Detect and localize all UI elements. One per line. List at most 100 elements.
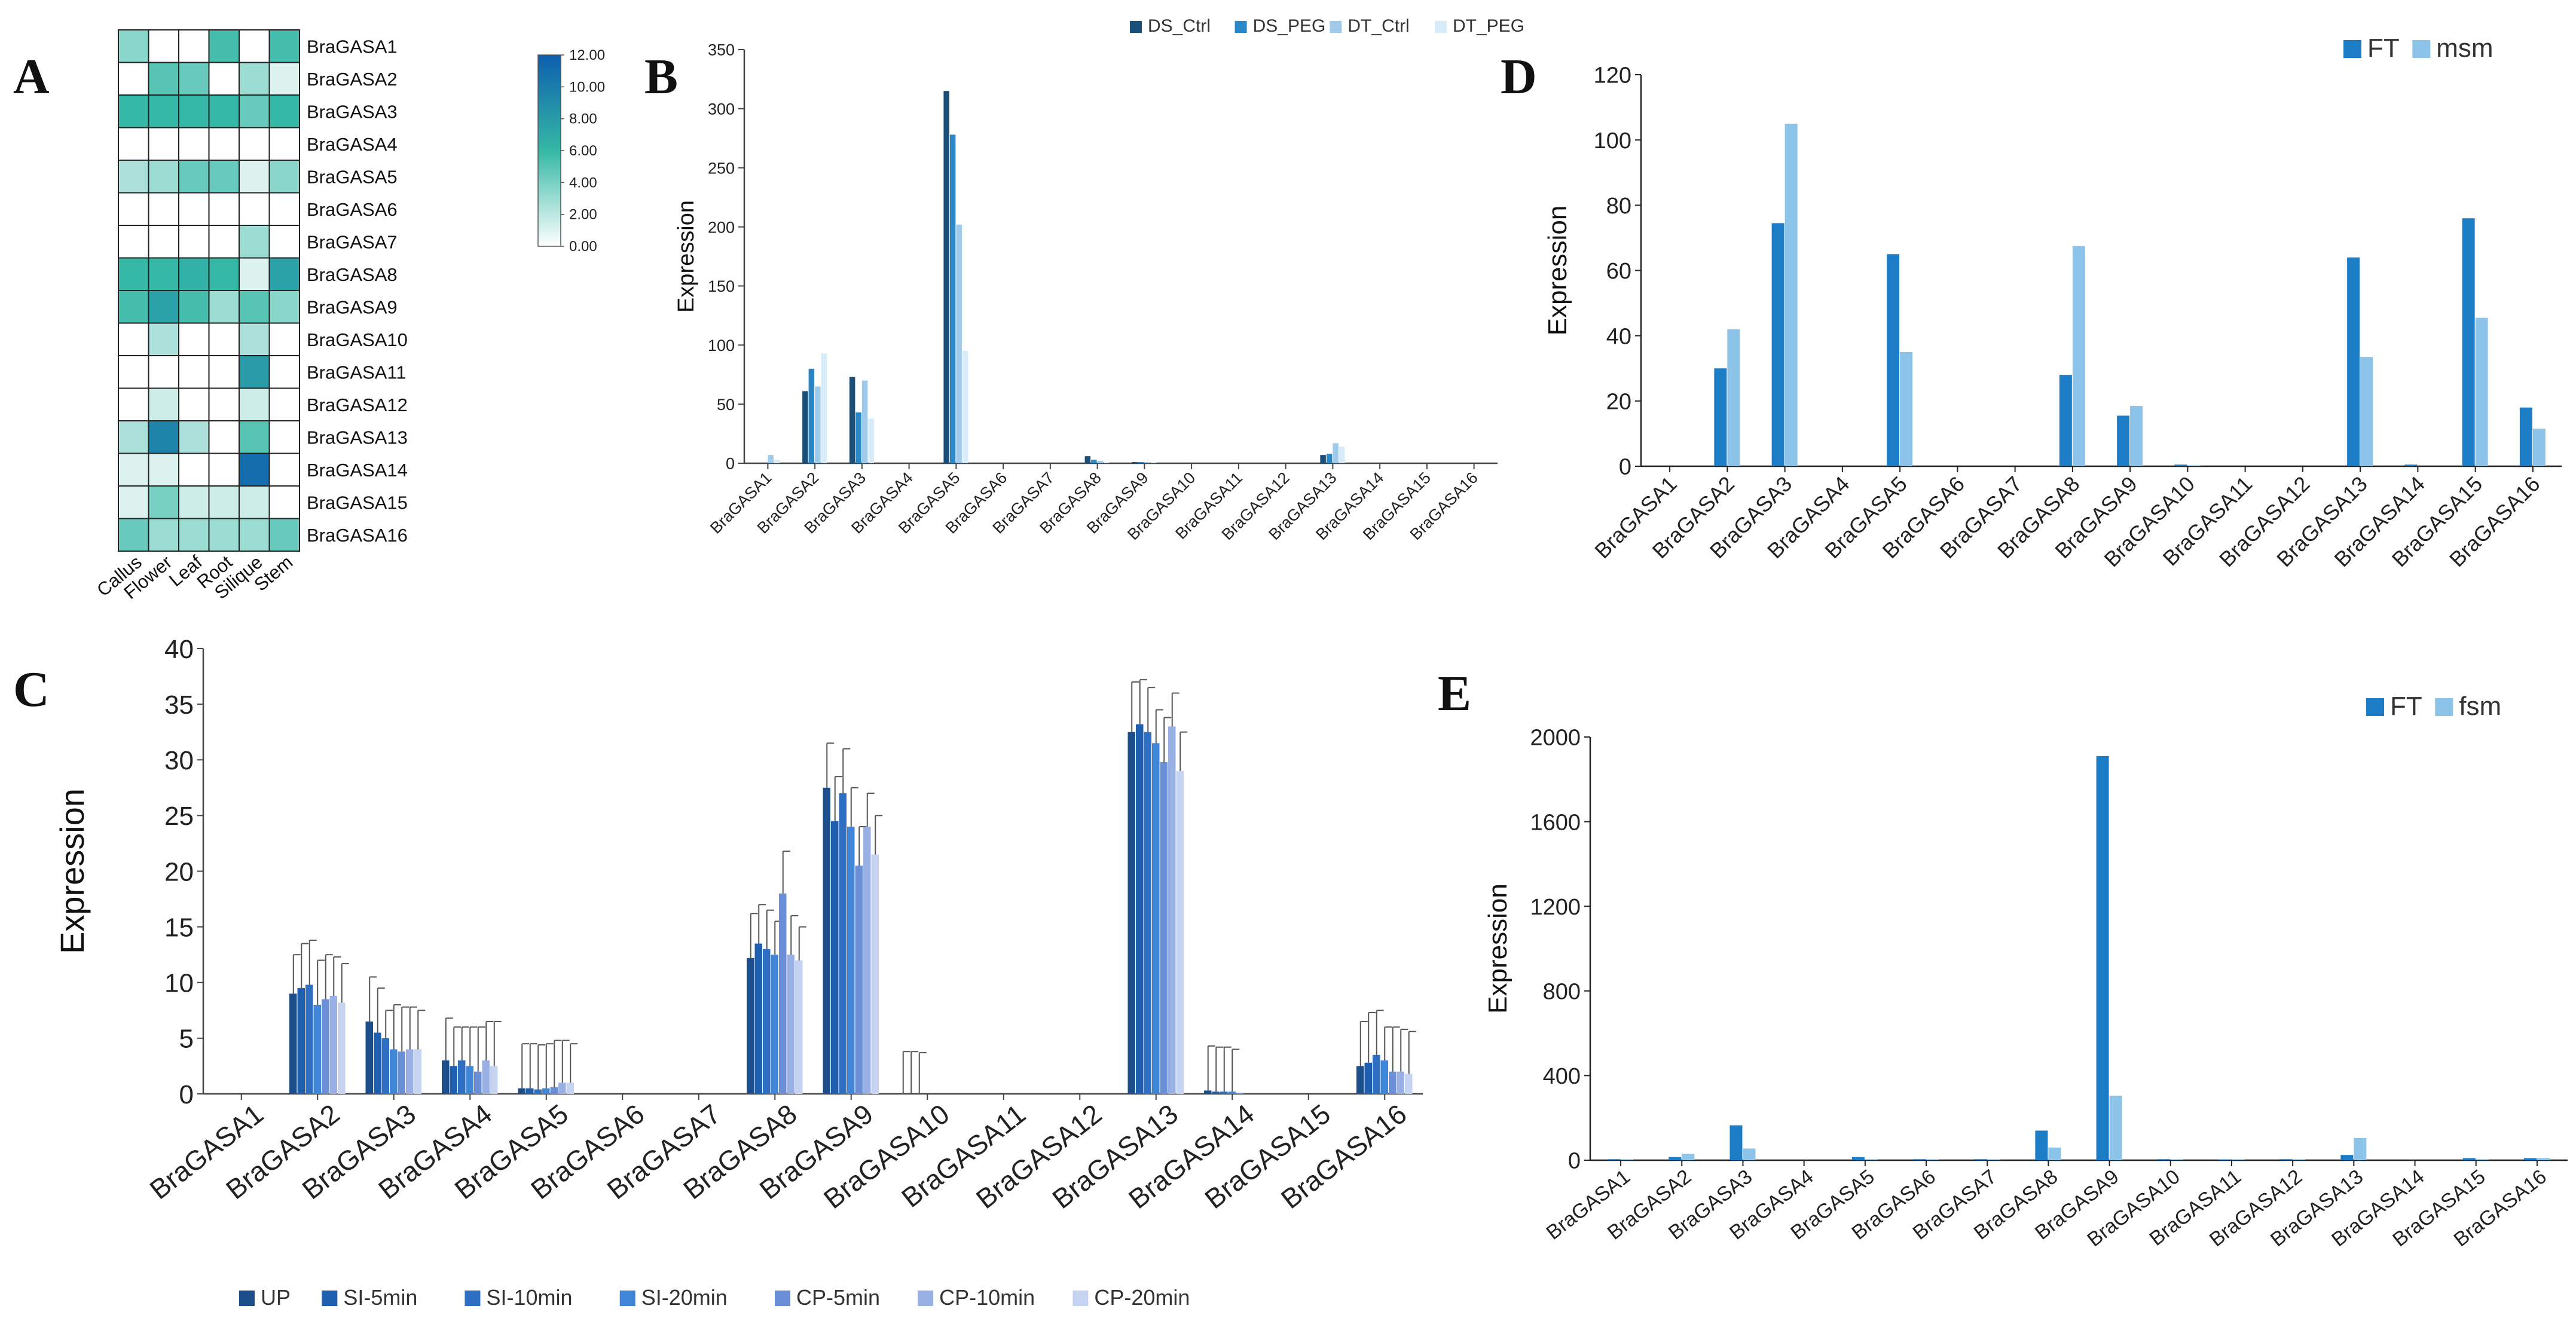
bar-si-5min-bragasa4 <box>450 1066 457 1094</box>
heat-row-label-bragasa3: BraGASA3 <box>307 101 398 122</box>
heat-cell-bragasa13-silique <box>239 420 270 454</box>
colorbar-tick-label: 4.00 <box>569 175 597 191</box>
heat-cell-bragasa11-leaf <box>178 355 210 389</box>
bar-cp-10min-bragasa5 <box>558 1083 566 1094</box>
y-axis-label: Expression <box>1483 883 1512 1014</box>
bar-ft-bragasa3 <box>1729 1125 1743 1160</box>
y-tick-label: 1600 <box>1530 810 1581 835</box>
heat-cell-bragasa9-leaf <box>178 290 210 324</box>
heat-cell-bragasa11-silique <box>239 355 270 389</box>
heat-cell-bragasa12-leaf <box>178 387 210 421</box>
bar-si-5min-bragasa5 <box>526 1088 534 1094</box>
heat-cell-bragasa4-callus <box>118 127 149 161</box>
bar-ft-bragasa8 <box>2035 1130 2048 1160</box>
heat-cell-bragasa7-root <box>208 225 240 259</box>
legend-swatch-ft <box>2343 40 2361 58</box>
y-axis-label: Expression <box>1543 206 1572 336</box>
heat-row-label-bragasa15: BraGASA15 <box>307 492 408 513</box>
heat-cell-bragasa7-silique <box>239 225 270 259</box>
bar-dt-peg-bragasa2 <box>821 353 827 463</box>
bar-ft-bragasa8 <box>2059 375 2072 466</box>
bar-ft-bragasa9 <box>2117 415 2130 466</box>
heat-cell-bragasa9-callus <box>118 290 149 324</box>
bar-si-20min-bragasa16 <box>1380 1060 1388 1094</box>
bar-cp-5min-bragasa16 <box>1389 1071 1397 1094</box>
heat-cell-bragasa5-stem <box>268 160 300 194</box>
bar-cp-10min-bragasa2 <box>329 996 337 1094</box>
heat-cell-bragasa9-silique <box>239 290 270 324</box>
panel-letter-b: B <box>644 49 679 105</box>
bar-ft-bragasa7 <box>1974 1159 1987 1160</box>
y-tick-label: 100 <box>708 337 735 354</box>
bar-msm-bragasa15 <box>2475 317 2488 466</box>
heat-row-label-bragasa9: BraGASA9 <box>307 296 398 317</box>
y-tick-label: 100 <box>1594 129 1631 154</box>
legend-swatch-cp-10min <box>918 1291 934 1306</box>
heat-cell-bragasa6-stem <box>268 192 300 226</box>
bar-si-5min-bragasa9 <box>831 821 839 1094</box>
heat-row-label-bragasa16: BraGASA16 <box>307 525 408 546</box>
heat-row-label-bragasa8: BraGASA8 <box>307 264 398 285</box>
bar-ft-bragasa2 <box>1714 368 1727 466</box>
heat-cell-bragasa3-silique <box>239 94 270 129</box>
heat-cell-bragasa4-root <box>208 127 240 161</box>
heat-cell-bragasa16-leaf <box>178 518 210 552</box>
bar-cp-10min-bragasa4 <box>482 1060 490 1094</box>
heat-cell-bragasa5-root <box>208 160 240 194</box>
heat-cell-bragasa8-root <box>208 257 240 291</box>
bar-dt-ctrl-bragasa5 <box>956 224 962 463</box>
heat-cell-bragasa6-leaf <box>178 192 210 226</box>
panel-e-chart: 0400800120016002000ExpressionBraGASA1Bra… <box>1483 692 2568 1251</box>
bar-si-10min-bragasa2 <box>305 984 313 1094</box>
bar-fsm-bragasa5 <box>1865 1159 1878 1160</box>
bar-ft-bragasa16 <box>2519 407 2532 466</box>
y-tick-label: 2000 <box>1530 726 1581 751</box>
bar-up-bragasa4 <box>442 1060 450 1094</box>
heat-cell-bragasa12-root <box>208 387 240 421</box>
heat-cell-bragasa10-stem <box>268 322 300 356</box>
y-tick-label: 80 <box>1606 194 1631 219</box>
heat-cell-bragasa6-flower <box>148 192 179 226</box>
heat-cell-bragasa11-flower <box>148 355 179 389</box>
heat-cell-bragasa9-stem <box>268 290 300 324</box>
heat-cell-bragasa2-flower <box>148 62 179 96</box>
y-tick-label: 800 <box>1543 979 1581 1004</box>
y-tick-label: 15 <box>164 913 194 942</box>
bar-fsm-bragasa13 <box>2354 1137 2367 1160</box>
heat-cell-bragasa3-callus <box>118 94 149 129</box>
bar-cp-20min-bragasa9 <box>871 854 879 1094</box>
bar-ft-bragasa13 <box>2340 1155 2354 1160</box>
heat-cell-bragasa9-flower <box>148 290 179 324</box>
y-tick-label: 0 <box>179 1080 194 1109</box>
heat-cell-bragasa3-root <box>208 94 240 129</box>
bar-ft-bragasa2 <box>1669 1157 1682 1160</box>
bar-dt-ctrl-bragasa1 <box>768 455 774 463</box>
heat-cell-bragasa13-callus <box>118 420 149 454</box>
y-tick-label: 300 <box>708 100 735 118</box>
bar-ft-bragasa5 <box>1851 1157 1865 1160</box>
bar-msm-bragasa3 <box>1784 123 1798 466</box>
heat-cell-bragasa16-silique <box>239 518 270 552</box>
bar-fsm-bragasa9 <box>2109 1096 2122 1160</box>
bar-cp-10min-bragasa8 <box>787 955 795 1094</box>
panel-d-chart: 020406080100120ExpressionBraGASA1BraGASA… <box>1543 33 2562 571</box>
bar-msm-bragasa8 <box>2072 246 2085 466</box>
heat-cell-bragasa12-callus <box>118 387 149 421</box>
legend-swatch-si-5min <box>322 1291 338 1306</box>
y-tick-label: 40 <box>1606 324 1631 349</box>
bar-si-5min-bragasa2 <box>297 988 305 1094</box>
heat-cell-bragasa5-leaf <box>178 160 210 194</box>
bar-up-bragasa5 <box>518 1088 525 1094</box>
bar-ds-ctrl-bragasa9 <box>1132 462 1138 463</box>
legend-label-ds-peg: DS_PEG <box>1253 16 1326 36</box>
y-tick-label: 150 <box>708 277 735 295</box>
bar-si-20min-bragasa14 <box>1228 1091 1236 1094</box>
heat-cell-bragasa10-callus <box>118 322 149 356</box>
heat-cell-bragasa5-silique <box>239 160 270 194</box>
bar-ds-peg-bragasa9 <box>1138 462 1144 463</box>
bar-si-10min-bragasa16 <box>1373 1054 1380 1094</box>
heat-cell-bragasa12-stem <box>268 387 300 421</box>
y-tick-label: 35 <box>164 690 194 720</box>
bar-cp-10min-bragasa16 <box>1397 1071 1404 1094</box>
